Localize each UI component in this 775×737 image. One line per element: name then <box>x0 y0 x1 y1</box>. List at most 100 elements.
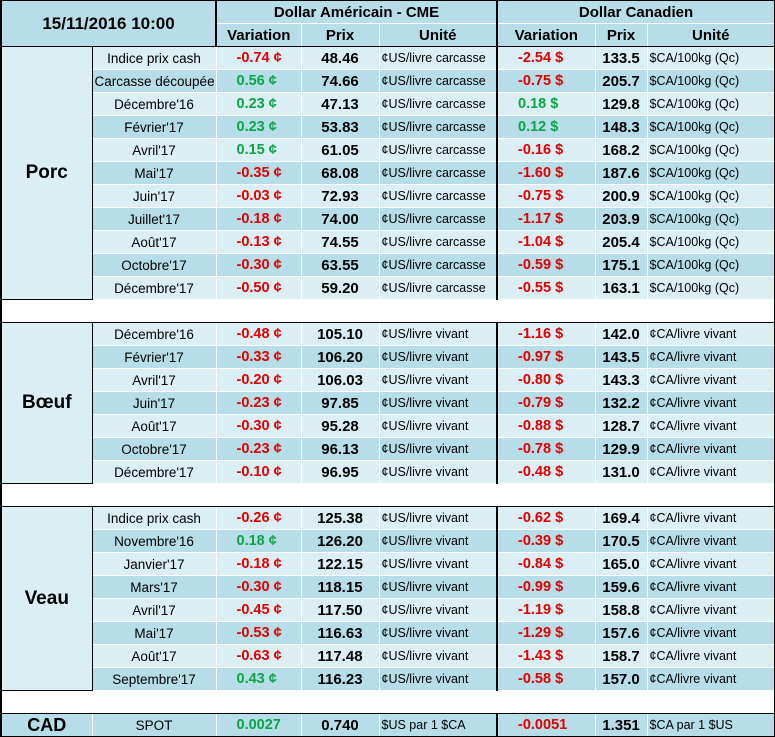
usd-variation: 0.43 ¢ <box>215 667 302 691</box>
spacer-row <box>0 483 775 507</box>
cad-unit: $CA/100kg (Qc) <box>646 138 775 162</box>
usd-price: 118.15 <box>300 575 380 599</box>
cad-variation: -0.55 $ <box>496 276 596 300</box>
cad-unit: ¢CA/livre vivant <box>646 667 775 691</box>
usd-unit: ¢US/livre carcasse <box>378 161 498 185</box>
usd-price: 74.00 <box>300 207 380 231</box>
cad-unit: $CA/100kg (Qc) <box>646 69 775 93</box>
usd-variation: -0.26 ¢ <box>215 506 302 530</box>
cad-price: 148.3 <box>594 115 648 139</box>
cad-price: 157.6 <box>594 621 648 645</box>
contract-label: Indice prix cash <box>91 46 217 70</box>
cad-spot-row: CAD SPOT 0.0027 0.740 $US par 1 $CA -0.0051 1.… <box>0 713 775 737</box>
cad-unit: ¢CA/livre vivant <box>646 621 775 645</box>
table-row: Décembre'17 -0.50 ¢ 59.20 ¢US/livre carcass… <box>1 276 775 300</box>
cad-price: 165.0 <box>594 552 648 576</box>
usd-variation: -0.18 ¢ <box>215 207 302 231</box>
usd-price: 116.23 <box>300 667 380 691</box>
usd-variation-header: Variation <box>215 23 302 47</box>
cad-price: 129.8 <box>594 92 648 116</box>
table-row: Avril'17 -0.45 ¢ 117.50 ¢US/livre vivant -1.… <box>1 598 775 622</box>
contract-label: Octobre'17 <box>91 437 217 461</box>
table-row: Mars'17 -0.30 ¢ 118.15 ¢US/livre vivant -0.9… <box>1 575 775 599</box>
cad-price: 163.1 <box>594 276 648 300</box>
usd-variation: 0.18 ¢ <box>215 529 302 553</box>
usd-price: 116.63 <box>300 621 380 645</box>
usd-variation: 0.56 ¢ <box>215 69 302 93</box>
usd-unit: ¢US/livre vivant <box>378 345 498 369</box>
cad-variation: 0.12 $ <box>496 115 596 139</box>
cad-price: 200.9 <box>594 184 648 208</box>
cad-price: 129.9 <box>594 437 648 461</box>
usd-unit: ¢US/livre carcasse <box>378 276 498 300</box>
usd-price: 105.10 <box>300 322 380 346</box>
usd-price: 117.50 <box>300 598 380 622</box>
cad-unit: ¢CA/livre vivant <box>646 391 775 415</box>
usd-unit: $US par 1 $CA <box>378 713 498 737</box>
usd-price: 74.55 <box>300 230 380 254</box>
contract-label: Octobre'17 <box>91 253 217 277</box>
cad-variation: -0.58 $ <box>496 667 596 691</box>
usd-unit: ¢US/livre vivant <box>378 575 498 599</box>
header-row-2: Variation Prix Unité Variation Prix Unit… <box>1 23 775 47</box>
usd-unit: ¢US/livre vivant <box>378 598 498 622</box>
contract-label: Mai'17 <box>91 161 217 185</box>
usd-unit: ¢US/livre carcasse <box>378 207 498 231</box>
table-row: Mai'17 -0.35 ¢ 68.08 ¢US/livre carcasse -1.6… <box>1 161 775 185</box>
cad-price: 131.0 <box>594 460 648 484</box>
usd-variation: 0.23 ¢ <box>215 115 302 139</box>
cad-price: 168.2 <box>594 138 648 162</box>
cad-unit: ¢CA/livre vivant <box>646 322 775 346</box>
cad-unit: $CA/100kg (Qc) <box>646 46 775 70</box>
table-row: Décembre'17 -0.10 ¢ 96.95 ¢US/livre vivant -… <box>1 460 775 484</box>
cad-price: 175.1 <box>594 253 648 277</box>
usd-unit: ¢US/livre carcasse <box>378 92 498 116</box>
usd-variation: 0.23 ¢ <box>215 92 302 116</box>
cad-variation: -0.62 $ <box>496 506 596 530</box>
usd-price: 59.20 <box>300 276 380 300</box>
usd-variation: -0.03 ¢ <box>215 184 302 208</box>
contract-label: Décembre'17 <box>91 460 217 484</box>
cad-price: 170.5 <box>594 529 648 553</box>
contract-label: Août'17 <box>91 414 217 438</box>
date-time: 15/11/2016 10:00 <box>0 0 218 47</box>
usd-unit: ¢US/livre carcasse <box>378 253 498 277</box>
category-label: Porc <box>0 46 93 300</box>
contract-label: Août'17 <box>91 230 217 254</box>
cad-variation: -1.16 $ <box>496 322 596 346</box>
cad-variation: -0.84 $ <box>496 552 596 576</box>
usd-variation: -0.53 ¢ <box>215 621 302 645</box>
contract-label: Août'17 <box>91 644 217 668</box>
cad-variation: -0.39 $ <box>496 529 596 553</box>
cad-price: 187.6 <box>594 161 648 185</box>
usd-variation: 0.0027 <box>215 713 302 737</box>
usd-variation: 0.15 ¢ <box>215 138 302 162</box>
category-label: Veau <box>0 506 93 691</box>
cad-unit-header: Unité <box>646 23 775 47</box>
usd-variation: -0.30 ¢ <box>215 253 302 277</box>
cad-variation: -0.75 $ <box>496 184 596 208</box>
table-row: Août'17 -0.30 ¢ 95.28 ¢US/livre vivant -0.88… <box>1 414 775 438</box>
cad-unit: $CA/100kg (Qc) <box>646 253 775 277</box>
usd-variation: -0.48 ¢ <box>215 322 302 346</box>
cad-variation: -0.0051 <box>496 713 596 737</box>
cad-unit: $CA/100kg (Qc) <box>646 230 775 254</box>
usd-unit: ¢US/livre carcasse <box>378 46 498 70</box>
cad-unit: ¢CA/livre vivant <box>646 529 775 553</box>
usd-variation: -0.35 ¢ <box>215 161 302 185</box>
usd-variation: -0.18 ¢ <box>215 552 302 576</box>
cad-unit: ¢CA/livre vivant <box>646 460 775 484</box>
table-row: Septembre'17 0.43 ¢ 116.23 ¢US/livre vivant… <box>1 667 775 691</box>
usd-variation: -0.33 ¢ <box>215 345 302 369</box>
cad-variation: -0.59 $ <box>496 253 596 277</box>
usd-unit: ¢US/livre vivant <box>378 368 498 392</box>
usd-price: 72.93 <box>300 184 380 208</box>
contract-label: Juin'17 <box>91 184 217 208</box>
table-row: Avril'17 -0.20 ¢ 106.03 ¢US/livre vivant -0.… <box>1 368 775 392</box>
usd-unit: ¢US/livre vivant <box>378 322 498 346</box>
table-row: Veau Indice prix cash -0.26 ¢ 125.38 ¢US/liv… <box>0 506 775 691</box>
cad-variation: -0.75 $ <box>496 69 596 93</box>
cad-price: 1.351 <box>594 713 648 737</box>
cad-unit: ¢CA/livre vivant <box>646 598 775 622</box>
cad-variation-header: Variation <box>496 23 596 47</box>
